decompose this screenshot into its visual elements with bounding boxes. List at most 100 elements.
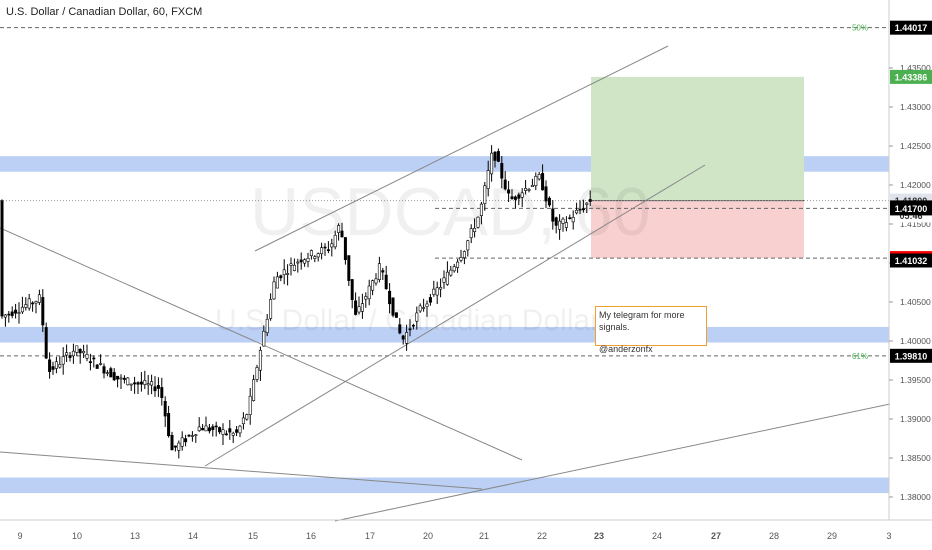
time-tick-label: 10 xyxy=(72,531,82,541)
watermark-symbol: USDCAD, 60 xyxy=(250,174,651,250)
candle-body xyxy=(167,413,171,437)
candle-body xyxy=(520,192,524,198)
candle-body xyxy=(133,382,137,385)
candle-body xyxy=(275,276,279,289)
candle-body xyxy=(432,288,436,295)
candle-body xyxy=(507,189,511,194)
candle-body xyxy=(0,200,4,317)
candle-body xyxy=(126,377,130,386)
candle-body xyxy=(326,249,330,251)
price-tick-label: 1.42500 xyxy=(900,141,931,151)
candle-body xyxy=(503,179,507,190)
fib-label-1: 50% xyxy=(852,24,868,33)
candle-body xyxy=(34,301,38,304)
candle-body xyxy=(150,381,154,386)
telegram-annotation: My telegram for more signals. @anderzonf… xyxy=(595,306,707,354)
candle-body xyxy=(61,356,65,365)
candle-body xyxy=(235,429,239,433)
time-tick-label: 24 xyxy=(652,531,662,541)
candle-body xyxy=(194,434,198,437)
candle-body xyxy=(388,290,392,305)
candle-body xyxy=(139,381,143,385)
candle-body xyxy=(561,218,565,224)
time-tick-label: 27 xyxy=(711,531,721,541)
candle-body xyxy=(479,203,483,216)
candle-body xyxy=(425,303,429,307)
lower-trend-line xyxy=(0,451,483,490)
candle-body xyxy=(65,352,69,356)
price-tick-label: 1.40500 xyxy=(900,297,931,307)
candle-body xyxy=(75,345,79,353)
candle-body xyxy=(170,435,174,451)
candle-body xyxy=(286,273,290,275)
candle-body xyxy=(350,279,354,300)
price-label-8: 1.41032 xyxy=(895,256,928,266)
price-label-4: 05:46 xyxy=(899,211,922,221)
candle-body xyxy=(364,296,368,300)
candle-body xyxy=(551,208,555,222)
candle-body xyxy=(391,297,395,316)
price-label-6: 1.41700 xyxy=(895,204,928,214)
candle-body xyxy=(105,372,109,374)
price-label-bg-2 xyxy=(890,69,932,84)
price-label-9: 1.39810 xyxy=(895,351,928,361)
price-tick-label: 1.43500 xyxy=(900,63,931,73)
candle-body xyxy=(262,330,266,347)
candle-body xyxy=(17,312,21,314)
candle-body xyxy=(10,311,14,316)
time-tick-label: 21 xyxy=(479,531,489,541)
sr-zone-3 xyxy=(0,477,889,494)
candle-body xyxy=(415,312,419,322)
candle-body xyxy=(401,335,405,340)
descending-trend-line xyxy=(0,227,523,461)
price-label-bg-1 xyxy=(890,20,932,35)
profit-zone xyxy=(591,76,804,201)
candle-body xyxy=(490,152,494,175)
candle-body xyxy=(377,263,381,280)
candle-body xyxy=(207,427,211,432)
candle-body xyxy=(585,202,589,205)
candle-body xyxy=(459,257,463,261)
candle-body xyxy=(333,234,337,248)
candle-body xyxy=(269,299,273,319)
candle-body xyxy=(78,348,82,354)
time-tick-label: 3 xyxy=(886,531,891,541)
candle-body xyxy=(445,271,449,285)
candle-body xyxy=(265,318,269,334)
price-tick-label: 1.41500 xyxy=(900,219,931,229)
candle-body xyxy=(558,220,562,230)
candle-body xyxy=(408,328,412,331)
candle-body xyxy=(95,364,99,369)
candle-body xyxy=(187,434,191,437)
candle-body xyxy=(313,256,317,259)
candle-body xyxy=(510,196,514,200)
price-tick-label: 1.38500 xyxy=(900,453,931,463)
candle-body xyxy=(173,445,177,448)
price-tick-label: 1.43000 xyxy=(900,102,931,112)
candle-body xyxy=(292,264,296,271)
candle-body xyxy=(20,306,24,313)
annotation-line-2: @anderzonfx xyxy=(599,344,653,354)
candle-body xyxy=(418,305,422,312)
candle-body xyxy=(160,387,164,398)
candle-body xyxy=(357,306,361,313)
candle-body xyxy=(381,270,385,273)
time-tick-label: 17 xyxy=(365,531,375,541)
candle-body xyxy=(88,361,92,364)
long-support-line xyxy=(334,403,891,522)
candle-body xyxy=(323,246,327,249)
candle-body xyxy=(122,377,126,380)
time-tick-label: 28 xyxy=(769,531,779,541)
candle-body xyxy=(54,361,58,369)
candle-body xyxy=(51,366,55,370)
candle-body xyxy=(439,287,443,290)
candle-body xyxy=(398,324,402,334)
candle-body xyxy=(224,433,228,436)
candle-body xyxy=(500,163,504,179)
candle-body xyxy=(473,227,477,232)
candle-body xyxy=(360,303,364,312)
candle-body xyxy=(513,196,517,200)
candle-body xyxy=(428,297,432,303)
candle-body xyxy=(347,255,351,281)
